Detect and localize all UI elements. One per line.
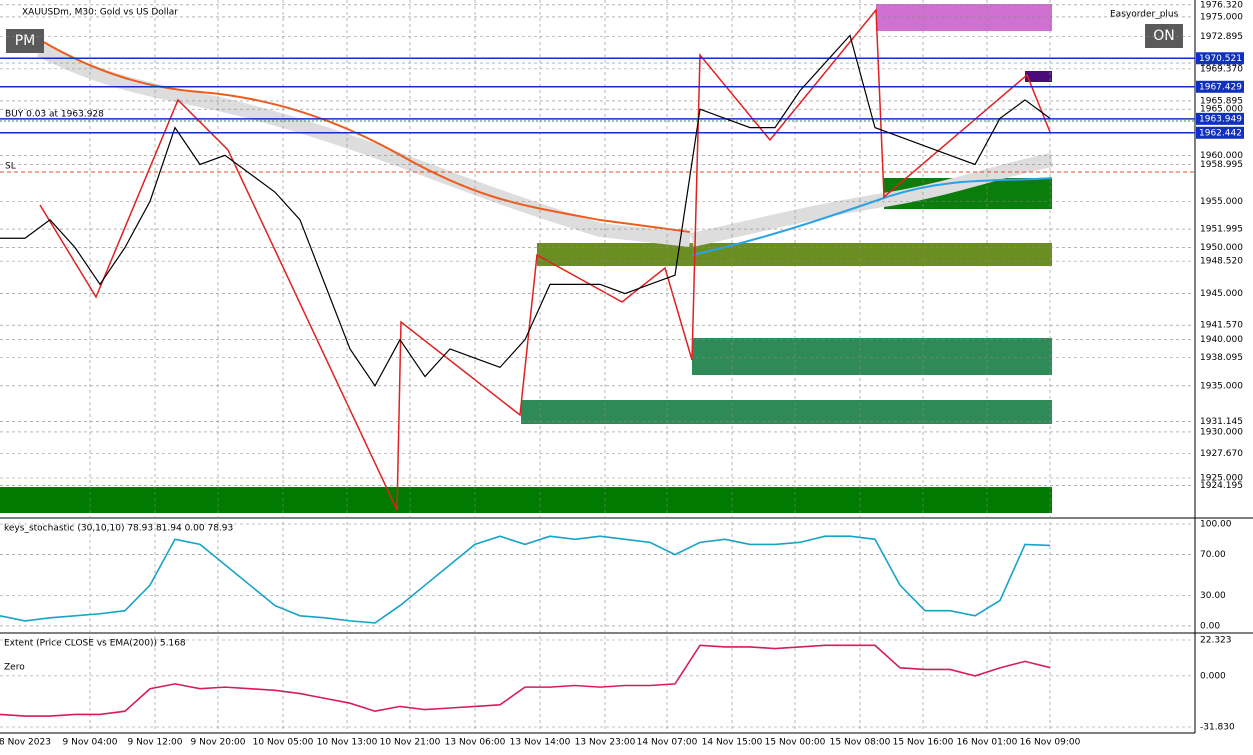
zone (876, 4, 1052, 31)
time-label: 13 Nov 14:00 (510, 738, 571, 748)
stoch-title: keys_stochastic (30,10,10) 78.93 81.94 0… (4, 524, 233, 534)
level-tag (1196, 126, 1244, 139)
zone (1025, 71, 1052, 82)
extent-title: Extent (Price CLOSE vs EMA(200)) 5.168 (4, 639, 186, 649)
chart-title: XAUUSDm, M30: Gold vs US Dollar (22, 8, 178, 18)
time-label: 8 Nov 2023 (0, 738, 51, 748)
ema (39, 39, 691, 233)
level-tag (1196, 112, 1244, 125)
time-label: 10 Nov 21:00 (380, 738, 441, 748)
y-tick-label: 1965.000 (1200, 105, 1243, 115)
y-tick-label: 1940.000 (1200, 335, 1243, 345)
time-label: 14 Nov 15:00 (702, 738, 763, 748)
time-label: 16 Nov 01:00 (957, 738, 1018, 748)
time-label: 13 Nov 06:00 (445, 738, 506, 748)
y-tick-label: 22.323 (1200, 636, 1232, 646)
y-tick-label: -31.830 (1200, 723, 1235, 733)
y-tick-label: 1930.000 (1200, 427, 1243, 437)
level-tag (1196, 80, 1244, 93)
y-tick-label: 1960.000 (1200, 151, 1243, 161)
zone (692, 338, 1052, 375)
order-label: BUY 0.03 at 1963.928 (5, 110, 104, 120)
time-label: 15 Nov 00:00 (765, 738, 826, 748)
y-tick-label: 70.00 (1200, 550, 1226, 560)
y-tick-label: 1951.995 (1200, 225, 1243, 235)
y-tick-label: 1945.000 (1200, 289, 1243, 299)
y-tick-label: 1950.000 (1200, 243, 1243, 253)
time-label: 9 Nov 04:00 (63, 738, 118, 748)
zone (521, 400, 1052, 424)
y-tick-label: 1938.095 (1200, 353, 1243, 363)
pm-button[interactable] (6, 29, 44, 53)
time-label: 10 Nov 13:00 (317, 738, 378, 748)
y-tick-label: 1931.145 (1200, 417, 1243, 427)
level-label: 1962.442 (1199, 128, 1242, 138)
y-tick-label: 30.00 (1200, 591, 1226, 601)
y-tick-label: 1925.000 (1200, 473, 1243, 483)
y-tick-label: 100.00 (1200, 519, 1232, 529)
y-tick-label: 1976.320 (1200, 0, 1243, 10)
y-tick-label: 1972.895 (1200, 32, 1243, 42)
time-label: 9 Nov 12:00 (128, 738, 183, 748)
level-tag (1196, 52, 1244, 65)
level-label: 1970.521 (1199, 54, 1242, 64)
on-label[interactable]: ON (1153, 28, 1175, 44)
sl-label: SL (5, 162, 16, 172)
level-label: 1963.949 (1199, 114, 1242, 124)
y-tick-label: 1948.520 (1200, 257, 1243, 267)
y-tick-label: 0.000 (1200, 671, 1226, 681)
y-tick-label: 1958.995 (1200, 160, 1243, 170)
series-line (0, 535, 1051, 624)
time-label: 9 Nov 20:00 (191, 738, 246, 748)
series-line (0, 34, 1051, 387)
on-button[interactable] (1145, 24, 1183, 48)
time-label: 14 Nov 07:00 (637, 738, 698, 748)
y-tick-label: 0.00 (1200, 621, 1220, 631)
y-tick-label: 1927.670 (1200, 449, 1243, 459)
y-tick-label: 1965.895 (1200, 96, 1243, 106)
y-tick-label: 1969.370 (1200, 64, 1243, 74)
y-tick-label: 1935.000 (1200, 381, 1243, 391)
time-label: 13 Nov 23:00 (575, 738, 636, 748)
zone (537, 243, 1052, 266)
zone (0, 487, 1052, 513)
pm-label[interactable]: PM (15, 33, 36, 49)
y-tick-label: 1975.000 (1200, 12, 1243, 22)
time-label: 15 Nov 08:00 (830, 738, 891, 748)
y-tick-label: 1955.000 (1200, 197, 1243, 207)
zero-label: Zero (4, 663, 25, 673)
y-tick-label: 1924.195 (1200, 481, 1243, 491)
y-tick-label: 1941.570 (1200, 321, 1243, 331)
time-label: 16 Nov 09:00 (1020, 738, 1081, 748)
level-label: 1967.429 (1199, 82, 1242, 92)
expert-label: Easyorder_plus (1110, 10, 1179, 20)
time-label: 15 Nov 16:00 (893, 738, 954, 748)
series-line (0, 644, 1051, 717)
time-label: 10 Nov 05:00 (253, 738, 314, 748)
